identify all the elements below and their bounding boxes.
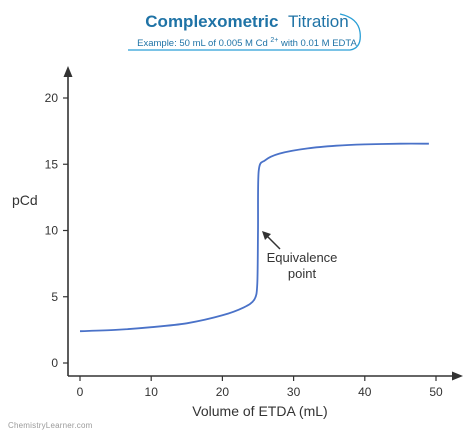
series-line [79, 142, 429, 333]
title-regular-part: Titration [288, 12, 349, 31]
chart-title: Complexometric Titration [145, 12, 348, 31]
header-swoosh [128, 13, 361, 51]
y-tick-label: 15 [45, 157, 59, 171]
x-tick-label: 10 [145, 385, 159, 399]
annotation-arrow-line [265, 234, 281, 250]
subtitle-pre: Example: 50 mL of 0.005 M Cd [137, 38, 268, 49]
subtitle-superscript: 2+ [270, 37, 278, 44]
title-bold-part: Complexometric [145, 12, 278, 31]
x-tick-label: 20 [216, 385, 230, 399]
x-tick-label: 50 [429, 385, 443, 399]
y-tick-label: 5 [51, 290, 58, 304]
chart-header: Complexometric Titration Example: 50 mL … [128, 12, 361, 51]
annotation-label-line1: Equivalence [267, 250, 338, 265]
x-axis-arrow-icon [452, 371, 463, 381]
y-tick-label: 0 [51, 356, 58, 370]
y-axis-arrow-icon [63, 66, 73, 77]
chart-subtitle: Example: 50 mL of 0.005 M Cd 2+ with 0.0… [137, 34, 357, 49]
axes [63, 66, 463, 381]
watermark: ChemistryLearner.com [8, 421, 93, 430]
x-tick-label: 0 [77, 385, 84, 399]
x-ticks: 0 10 20 30 40 50 [77, 376, 443, 399]
x-tick-label: 40 [358, 385, 372, 399]
x-axis-label: Volume of ETDA (mL) [192, 403, 327, 419]
subtitle-post: with 0.01 M EDTA [280, 38, 358, 49]
x-tick-label: 30 [287, 385, 301, 399]
annotation-label-line2: point [288, 266, 317, 281]
annotation-arrow-icon [262, 231, 271, 240]
y-tick-label: 20 [45, 91, 59, 105]
equivalence-annotation: Equivalence point [262, 231, 337, 281]
y-tick-label: 10 [45, 224, 59, 238]
y-axis-label: pCd [12, 192, 38, 208]
y-ticks: 0 5 10 15 20 [45, 91, 68, 370]
